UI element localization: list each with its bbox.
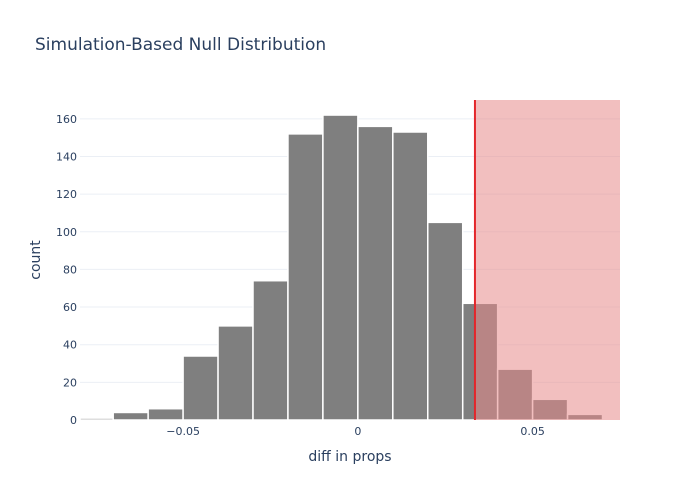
histogram-bar [357, 125, 394, 421]
y-axis-title: count [28, 240, 44, 280]
histogram-bar [112, 411, 149, 421]
x-axis-title: diff in props [308, 449, 391, 465]
y-tick-label: 20 [63, 376, 77, 389]
histogram-bar [287, 133, 324, 421]
y-tick-label: 60 [63, 301, 77, 314]
x-axis-ticks: −0.05 0 0.05 [166, 425, 545, 438]
shaded-region-layer [474, 100, 620, 420]
shaded-p-value-region [474, 100, 620, 420]
histogram-bar [182, 355, 219, 421]
histogram-bar [322, 114, 359, 421]
y-axis-ticks: 0 20 40 60 80 100 120 140 160 [56, 113, 77, 427]
x-tick-label: 0.05 [520, 425, 545, 438]
x-tick-label: 0 [354, 425, 361, 438]
y-tick-label: 100 [56, 226, 77, 239]
y-tick-label: 0 [70, 414, 77, 427]
y-tick-label: 80 [63, 263, 77, 276]
histogram-bar [252, 279, 289, 421]
y-tick-label: 160 [56, 113, 77, 126]
x-tick-label: −0.05 [166, 425, 200, 438]
histogram-bar [147, 407, 184, 421]
chart-title: Simulation-Based Null Distribution [35, 35, 326, 55]
histogram-bar [217, 325, 254, 421]
histogram-bar [427, 221, 464, 421]
histogram-bar [79, 417, 114, 421]
y-tick-label: 140 [56, 150, 77, 163]
y-tick-label: 120 [56, 188, 77, 201]
histogram-bar [392, 131, 429, 421]
y-tick-label: 40 [63, 339, 77, 352]
